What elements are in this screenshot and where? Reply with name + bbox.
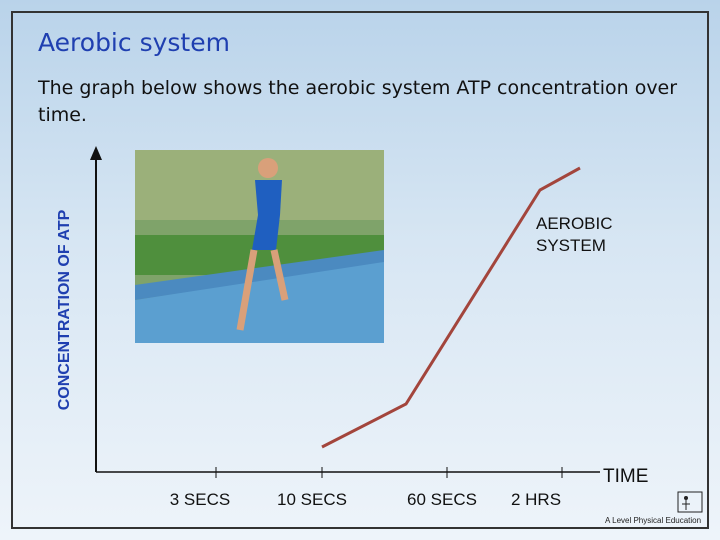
x-label: 3 SECS — [169, 490, 231, 509]
photo — [135, 150, 384, 343]
frame — [11, 11, 709, 529]
x-label: 2 HRS — [510, 490, 562, 509]
x-ticks — [215, 467, 563, 478]
logo — [677, 491, 703, 513]
title: Aerobic system — [38, 28, 230, 57]
y-axis-arrow — [90, 146, 102, 160]
x-label: 10 SECS — [277, 490, 347, 509]
y-axis-label: CONCENTRATION OF ATP — [56, 209, 73, 411]
description: The graph below shows the aerobic system… — [38, 77, 678, 126]
aerobic-curve — [321, 166, 581, 449]
curve-label: AEROBIC SYSTEM — [536, 214, 613, 255]
footer: A Level Physical Education — [605, 516, 702, 525]
x-axis-label: TIME — [603, 466, 649, 487]
x-label: 60 SECS — [407, 490, 477, 509]
